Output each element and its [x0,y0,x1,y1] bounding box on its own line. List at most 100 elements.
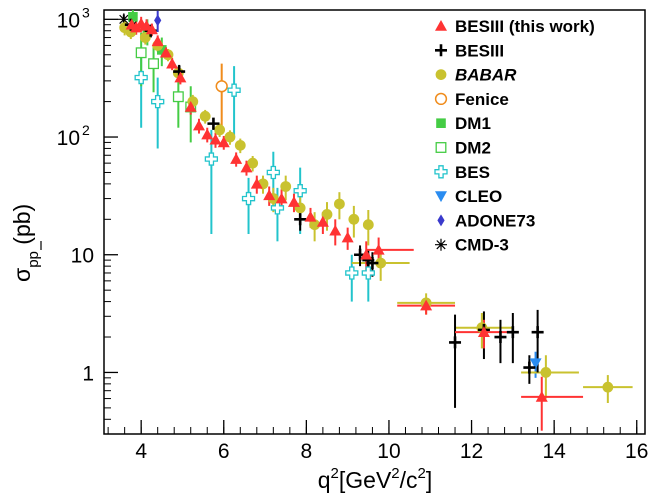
cleo-point [529,358,542,370]
plot-border [103,9,646,435]
x-axis-label-part: 2 [418,465,426,482]
bes-point [151,94,165,109]
x-axis-label-part: 2 [391,465,399,482]
x-axis-label-part: ] [426,467,432,493]
babar-point [333,198,345,210]
besiii-point [523,361,536,374]
y-axis-label: σpp (pb) [9,204,42,282]
legend-label-dm1: DM1 [455,114,491,133]
error-bars [122,10,633,431]
bes-point [361,266,375,280]
babar-point [540,367,552,378]
babar-point [214,124,226,136]
x-axis-label: q2[GeV2/c2] [318,465,433,493]
besiii-this-work-point [250,177,263,189]
x-tick-label: 6 [218,440,230,463]
besiii-this-work-point [145,23,158,35]
besiii-this-work-point [240,161,253,173]
legend-label-fenice: Fenice [455,90,509,109]
y-tick-exponent: 3 [82,4,90,20]
besiii-this-work-point [329,224,342,236]
legend-marker-besiii [435,44,447,57]
x-tick-label: 8 [301,440,313,463]
besiii-this-work-point [304,210,317,222]
besiii-this-work-point [341,231,354,243]
babar-point [199,110,211,122]
cmd-3-point [117,13,130,26]
babar-point [602,381,614,393]
besiii-point [449,336,462,349]
bes-point [270,201,285,215]
y-tick-label: 10 [57,9,80,32]
babar-point [348,213,360,225]
babar-point [321,209,333,220]
besiii-this-work-point [230,153,243,164]
x-tick-label: 16 [625,440,648,463]
dm1-point [157,45,167,55]
y-axis-label-part: pp [25,251,42,268]
legend-marker-cleo [435,191,447,203]
y-axis-label-part: (pb) [9,204,35,251]
bes-point [134,70,148,85]
legend-label-besiii: BESIII [455,41,504,60]
babar-point [234,139,246,151]
bes-point [227,83,241,97]
bes-point [204,152,219,166]
besiii-point [494,331,507,344]
y-tick-label: 1 [82,362,94,385]
legend-label-besiii-this-work: BESIII (this work) [455,17,595,36]
besiii-this-work-point [360,248,373,260]
besiii-this-work-point [263,189,276,201]
besiii-this-work-point [420,299,433,311]
data-markers [117,12,614,402]
besiii-this-work-point [151,35,164,47]
besiii-point [366,257,379,270]
legend-marker-dm2 [435,142,447,153]
x-tick-label: 12 [460,440,483,463]
x-axis-label-part: [GeV [339,467,392,493]
besiii-this-work-point [535,390,548,402]
babar-point [375,257,387,269]
x-tick-label: 10 [377,440,400,463]
besiii-this-work-point [477,326,490,337]
adone73-point [154,14,162,27]
babar-point [139,32,151,43]
babar-point [309,219,321,231]
legend-label-bes: BES [455,163,490,182]
besiii-this-work-point [192,119,205,131]
besiii-point [506,326,519,339]
bes-point [241,191,256,206]
babar-point [280,181,292,192]
dm2-point [148,58,160,70]
fenice-point [215,80,228,93]
legend-marker-adone73 [437,214,445,227]
besiii-this-work-point [372,243,385,255]
legend-marker-bes [434,165,448,179]
dm2-point [172,91,184,103]
x-tick-label: 4 [135,440,147,463]
besiii-this-work-point [209,133,222,145]
besiii-point [207,117,220,130]
legend-marker-cmd-3 [435,238,447,251]
besiii-this-work-point [174,71,187,83]
besiii-point [531,326,544,339]
dm2-point [135,47,147,59]
x-axis-label-part: q [318,467,331,493]
y-tick-exponent: 2 [82,122,90,138]
dm1-point [128,12,138,22]
legend-marker-babar [435,69,447,80]
legend-label-adone73: ADONE73 [455,211,535,230]
bes-point [345,266,359,280]
bes-point [266,165,280,180]
legend-label-cleo: CLEO [455,187,502,206]
babar-point [224,131,236,143]
legend-label-cmd-3: CMD-3 [455,236,509,255]
besiii-this-work-point [275,192,288,204]
legend-marker-dm1 [436,118,446,128]
besiii-this-work-point [287,196,300,207]
legend: BESIII (this work) BESIII BABAR Fenice DM1 DM… [434,17,595,255]
legend-label-babar: BABAR [455,66,517,85]
plot-frame [103,9,646,435]
besiii-this-work-point [201,128,214,140]
